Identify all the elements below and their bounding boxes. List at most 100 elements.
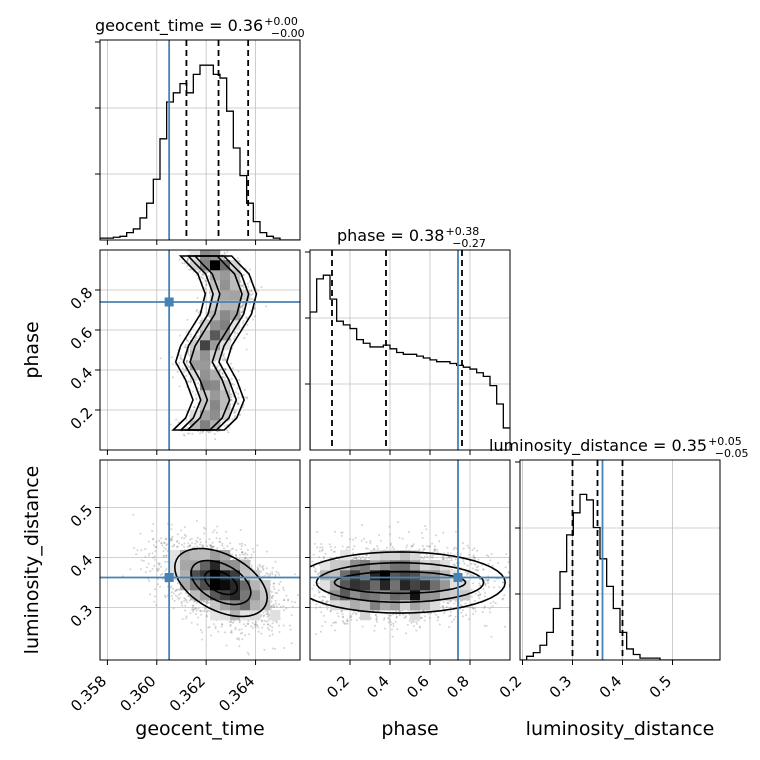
scatter-point — [176, 540, 179, 543]
scatter-point — [173, 544, 175, 547]
scatter-point — [256, 624, 259, 627]
scatter-point — [236, 637, 239, 640]
density-cell — [200, 350, 211, 361]
scatter-point — [161, 572, 164, 575]
scatter-point — [244, 552, 247, 555]
scatter-point — [191, 432, 194, 435]
scatter-point — [198, 543, 201, 546]
scatter-point — [244, 634, 247, 637]
scatter-point — [185, 331, 188, 334]
scatter-point — [195, 609, 198, 612]
scatter-point — [178, 334, 181, 337]
histogram-luminosity_distance — [520, 493, 720, 660]
scatter-point — [191, 608, 193, 611]
scatter-point — [243, 389, 246, 391]
scatter-point — [197, 382, 200, 385]
scatter-point — [176, 539, 179, 542]
scatter-point — [248, 302, 251, 305]
scatter-point — [230, 621, 233, 624]
scatter-point — [178, 258, 181, 261]
scatter-point — [226, 429, 229, 432]
scatter-point — [233, 337, 236, 340]
scatter-point — [240, 545, 243, 547]
scatter-point — [178, 385, 181, 388]
scatter-point — [241, 551, 243, 554]
scatter-point — [257, 289, 260, 292]
scatter-point — [246, 396, 248, 399]
scatter-point — [260, 570, 263, 573]
ytick-label-phase-geocent-phase: 0.2 — [67, 404, 97, 434]
scatter-point — [192, 606, 194, 609]
scatter-point — [195, 602, 198, 604]
scatter-point — [221, 623, 224, 626]
density-cell — [220, 330, 231, 341]
scatter-point — [265, 620, 268, 623]
scatter-point — [285, 594, 288, 597]
scatter-point — [220, 625, 223, 628]
scatter-point — [181, 604, 184, 607]
scatter-point — [223, 631, 226, 634]
density-cell — [210, 340, 221, 351]
ytick-label-phase-geocent-phase: 0.8 — [67, 284, 97, 314]
scatter-point — [140, 559, 143, 562]
scatter-point — [197, 607, 200, 610]
scatter-point — [210, 545, 212, 548]
density-cell — [200, 260, 211, 271]
scatter-point — [212, 623, 215, 626]
scatter-point — [252, 298, 255, 301]
scatter-point — [246, 282, 249, 285]
scatter-point — [257, 568, 260, 571]
scatter-point — [153, 564, 156, 567]
scatter-point — [192, 604, 195, 607]
scatter-point — [238, 557, 241, 560]
scatter-point — [265, 613, 268, 616]
scatter-point — [244, 396, 247, 399]
scatter-point — [235, 554, 237, 557]
axes-frame-hist-geocent_time — [99, 39, 301, 241]
scatter-point — [223, 251, 226, 254]
scatter-point — [224, 359, 227, 362]
scatter-point — [241, 551, 243, 554]
scatter-point — [149, 593, 152, 596]
scatter-point — [236, 403, 239, 405]
scatter-point — [220, 257, 223, 260]
scatter-point — [202, 273, 205, 276]
scatter-point — [170, 356, 173, 359]
scatter-point — [199, 432, 202, 435]
scatter-point — [247, 285, 250, 288]
scatter-point — [230, 548, 233, 551]
density-cell — [210, 290, 221, 301]
panel-hist-luminosity_distance: 0.2 0.3 0.4 0.5 — [496, 459, 721, 702]
scatter-point — [256, 566, 259, 569]
scatter-point — [169, 538, 172, 541]
scatter-point — [206, 609, 209, 612]
scatter-point — [169, 423, 172, 426]
scatter-point — [181, 367, 184, 370]
scatter-point — [251, 292, 254, 295]
scatter-point — [163, 546, 166, 549]
scatter-point — [272, 585, 275, 588]
scatter-point — [282, 589, 285, 591]
scatter-point — [214, 625, 217, 628]
scatter-point — [241, 304, 244, 307]
scatter-point — [217, 364, 220, 367]
scatter-point — [271, 647, 274, 650]
scatter-point — [198, 335, 200, 338]
scatter-point — [188, 432, 191, 435]
scatter-point — [205, 540, 208, 543]
scatter-point — [205, 601, 208, 604]
scatter-point — [180, 536, 183, 539]
scatter-point — [226, 424, 228, 426]
scatter-point — [208, 431, 210, 434]
scatter-point — [266, 550, 268, 553]
density-cell — [200, 340, 211, 351]
scatter-point — [204, 279, 207, 282]
scatter-point — [296, 594, 299, 597]
scatter-point — [186, 258, 189, 260]
density-cell — [220, 410, 231, 421]
scatter-point — [188, 268, 191, 271]
scatter-point — [209, 544, 212, 547]
scatter-point — [157, 569, 160, 572]
scatter-point — [244, 556, 247, 559]
scatter-point — [206, 271, 209, 274]
